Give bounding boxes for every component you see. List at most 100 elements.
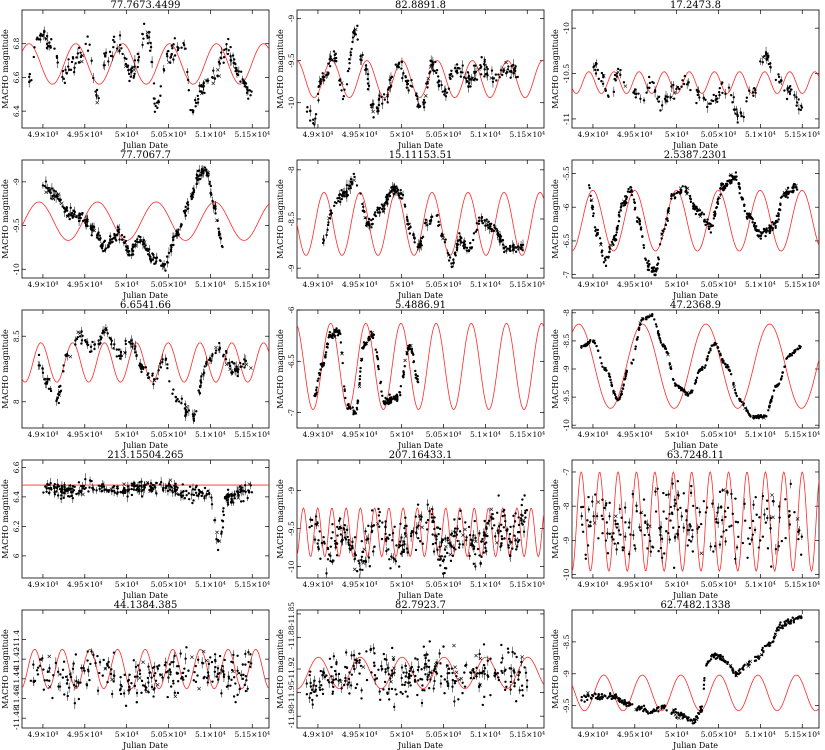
- x-tick-label: 5×10⁴: [665, 580, 689, 589]
- data-point: [325, 572, 328, 575]
- data-point: [415, 526, 419, 529]
- data-point: [428, 222, 432, 226]
- data-point: [761, 231, 764, 234]
- x-tick-label: 5.15×10⁴: [234, 280, 270, 289]
- data-point: [619, 68, 622, 72]
- data-point: [634, 345, 637, 348]
- data-point: [601, 517, 604, 521]
- data-point: [333, 201, 337, 204]
- data-point: [117, 348, 121, 351]
- data-point: [101, 329, 105, 332]
- data-point: [749, 213, 752, 216]
- data-point: [167, 251, 171, 255]
- data-point: [237, 368, 240, 371]
- data-point: [166, 55, 169, 58]
- data-point: [498, 75, 501, 79]
- data-point: [795, 104, 798, 107]
- data-point: [463, 243, 467, 246]
- data-point: [647, 259, 650, 263]
- data-point: [329, 545, 333, 548]
- data-point: [36, 673, 40, 676]
- data-point: [637, 328, 641, 331]
- data-point: [189, 108, 192, 112]
- data-point: [175, 232, 178, 235]
- data-point: [733, 108, 736, 112]
- data-point: [482, 534, 486, 537]
- data-point: [476, 547, 480, 551]
- data-point: [499, 69, 503, 72]
- data-point: [102, 485, 106, 488]
- data-point: [361, 346, 365, 349]
- data-point: [384, 539, 388, 543]
- data-point: [366, 82, 370, 85]
- data-point: [695, 205, 698, 208]
- data-point: [229, 501, 233, 504]
- data-point: [102, 331, 105, 334]
- data-point: [728, 368, 731, 372]
- data-point: [747, 89, 751, 92]
- data-point: [738, 399, 741, 402]
- data-point: [156, 106, 159, 110]
- data-point: [786, 196, 789, 199]
- x-tick-label: 5.1×10⁴: [745, 280, 776, 289]
- data-point: [620, 390, 623, 393]
- data-point: [184, 413, 187, 416]
- data-point: [341, 97, 345, 101]
- data-point: [412, 360, 415, 364]
- data-point: [59, 497, 63, 500]
- outlier-point: [224, 362, 229, 367]
- data-point: [192, 414, 195, 418]
- data-point: [475, 228, 479, 232]
- data-point: [387, 87, 390, 90]
- data-point: [158, 483, 162, 486]
- y-tick-label: -9: [287, 264, 296, 272]
- data-point: [333, 53, 337, 57]
- data-point: [666, 219, 670, 222]
- data-point: [80, 54, 83, 57]
- data-point: [370, 226, 373, 229]
- data-point: [329, 554, 332, 558]
- data-point: [198, 84, 201, 88]
- data-point: [365, 341, 368, 344]
- data-point: [635, 504, 638, 507]
- data-point: [721, 91, 724, 95]
- data-point: [315, 391, 318, 394]
- data-point: [504, 245, 508, 248]
- data-point: [616, 224, 620, 228]
- data-point: [677, 190, 681, 194]
- data-point: [639, 227, 643, 231]
- outlier-point: [352, 178, 357, 182]
- data-point: [131, 243, 135, 246]
- data-point: [386, 101, 389, 104]
- data-point: [170, 246, 173, 249]
- data-point: [433, 534, 437, 537]
- data-point: [689, 200, 693, 204]
- data-point: [642, 99, 646, 102]
- data-point: [75, 56, 78, 59]
- x-tick-label: 4.95×10⁴: [67, 280, 103, 289]
- data-point: [512, 63, 515, 67]
- outlier-point: [249, 366, 253, 370]
- data-point: [192, 679, 196, 682]
- data-point: [769, 66, 772, 69]
- data-point: [399, 393, 402, 397]
- data-point: [636, 216, 639, 219]
- data-point: [424, 221, 428, 224]
- data-point: [603, 506, 606, 510]
- plot-area: [22, 646, 269, 709]
- data-point: [519, 517, 523, 520]
- data-point: [600, 362, 603, 365]
- data-point: [409, 534, 413, 538]
- data-point: [214, 207, 217, 210]
- data-point: [646, 261, 649, 265]
- data-point: [52, 485, 56, 488]
- data-point: [332, 559, 335, 562]
- x-axis-label: Julian Date: [672, 141, 718, 150]
- data-point: [200, 490, 203, 494]
- data-point: [235, 69, 239, 72]
- x-tick-label: 4.95×10⁴: [67, 130, 103, 139]
- data-point: [405, 353, 409, 356]
- data-point: [359, 58, 362, 61]
- data-point: [340, 540, 343, 543]
- data-point: [89, 225, 92, 228]
